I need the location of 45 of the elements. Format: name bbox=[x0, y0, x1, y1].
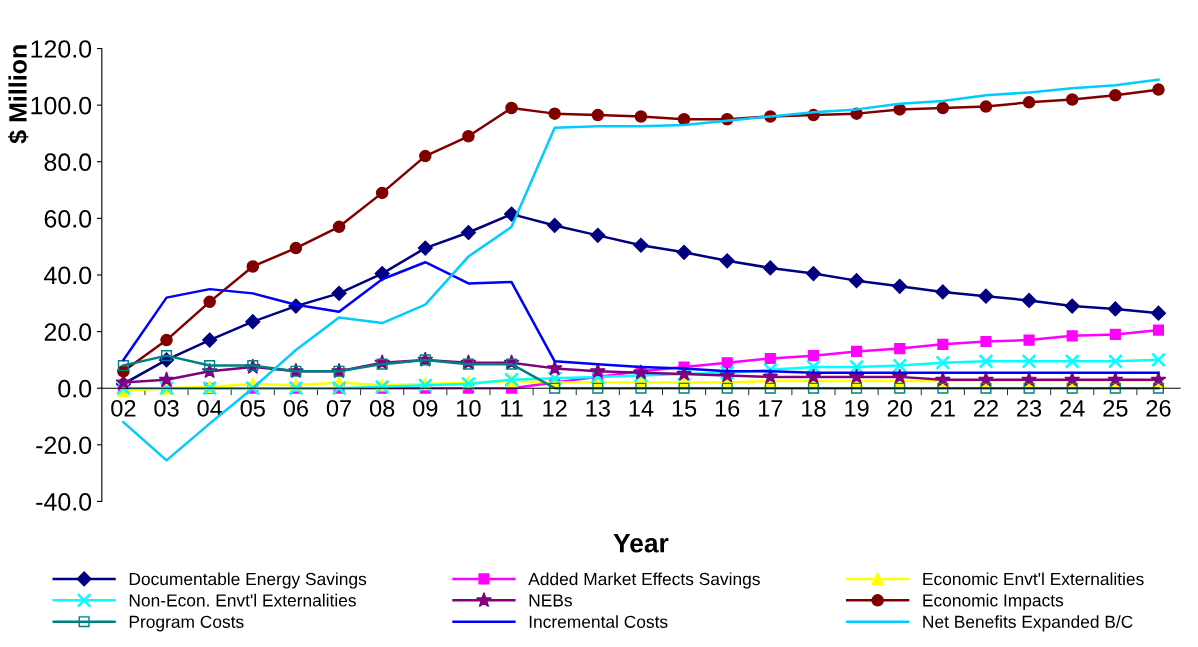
x-tick-label: 07 bbox=[326, 399, 351, 417]
x-tick-label: 25 bbox=[1103, 399, 1128, 417]
x-tick-label: 03 bbox=[154, 399, 179, 417]
legend-label: NEBs bbox=[529, 594, 572, 607]
x-tick-label: 13 bbox=[586, 399, 610, 417]
x-tick-label: 08 bbox=[369, 399, 395, 417]
x-tick-label: 11 bbox=[501, 400, 523, 417]
x-tick-label: 23 bbox=[1017, 399, 1042, 417]
x-tick-label: 20 bbox=[887, 399, 912, 417]
y-tick-label: 60.0 bbox=[44, 209, 92, 228]
x-tick-label: 12 bbox=[543, 399, 567, 417]
legend-label: Economic Envt'l Externalities bbox=[923, 572, 1144, 586]
x-tick-label: 16 bbox=[715, 399, 740, 417]
legend-label: Incremental Costs bbox=[529, 615, 668, 628]
legend-label: Net Benefits Expanded B/C bbox=[923, 615, 1133, 632]
x-tick-label: 17 bbox=[758, 400, 783, 417]
y-tick-label: 40.0 bbox=[44, 266, 92, 285]
legend-label: Non-Econ. Envt'l Externalities bbox=[129, 593, 356, 607]
x-tick-label: 02 bbox=[111, 399, 136, 417]
y-tick-label: 80.0 bbox=[44, 153, 92, 172]
x-tick-label: 21 bbox=[930, 399, 955, 417]
y-tick-label: 0.0 bbox=[58, 379, 92, 398]
legend-label: Program Costs bbox=[129, 615, 244, 632]
x-tick-label: 04 bbox=[197, 399, 223, 417]
x-tick-label: 10 bbox=[457, 399, 481, 417]
x-tick-label: 09 bbox=[413, 399, 438, 417]
y-tick-label: -20.0 bbox=[36, 436, 92, 455]
legend-label: Added Market Effects Savings bbox=[528, 572, 760, 589]
x-axis-title: Year bbox=[613, 534, 669, 553]
y-tick-label: 100.0 bbox=[31, 96, 92, 115]
x-tick-label: 26 bbox=[1146, 399, 1171, 417]
y-tick-label: -40.0 bbox=[36, 493, 92, 511]
x-tick-label: 14 bbox=[629, 400, 654, 417]
legend-label: Documentable Energy Savings bbox=[129, 572, 367, 589]
y-tick-label: 20.0 bbox=[44, 323, 92, 341]
y-axis-title: $ Million bbox=[8, 45, 29, 144]
legend-label: Economic Impacts bbox=[923, 593, 1064, 610]
y-tick-label: 120.0 bbox=[31, 40, 92, 58]
x-tick-label: 06 bbox=[283, 399, 308, 417]
x-tick-label: 19 bbox=[845, 399, 869, 417]
x-tick-label: 24 bbox=[1060, 399, 1085, 417]
x-tick-label: 22 bbox=[974, 399, 998, 417]
x-tick-label: 15 bbox=[672, 400, 697, 417]
x-tick-label: 18 bbox=[802, 399, 826, 417]
x-tick-label: 05 bbox=[240, 399, 265, 417]
